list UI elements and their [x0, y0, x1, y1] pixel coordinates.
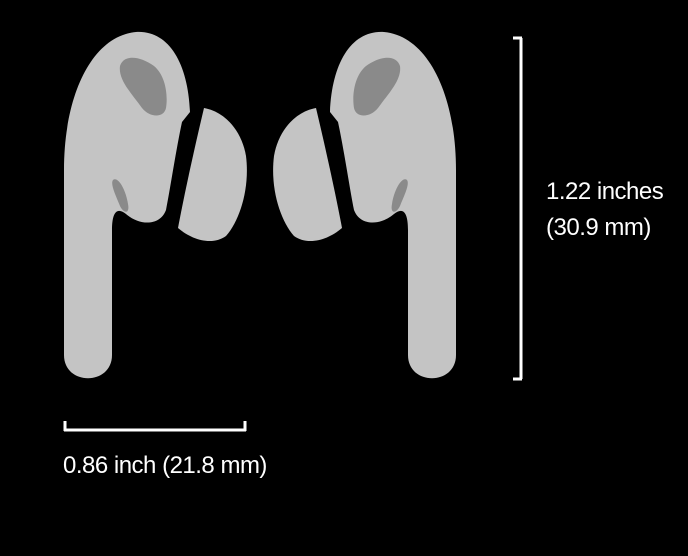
- left-earbud-sensor: [112, 179, 129, 212]
- left-earbud: [64, 31, 247, 379]
- height-dimension-label: 1.22 inches (30.9 mm): [546, 174, 664, 246]
- height-dimension-metric: (30.9 mm): [546, 214, 651, 241]
- width-dimension-bracket: [63, 421, 247, 432]
- right-earbud-vent: [353, 57, 401, 116]
- height-dimension-imperial: 1.22 inches: [546, 178, 664, 205]
- right-earbud-sensor: [391, 179, 408, 212]
- width-dimension-label: 0.86 inch (21.8 mm): [63, 452, 267, 479]
- right-earbud: [273, 31, 456, 379]
- right-ear-tip: [273, 108, 342, 242]
- height-dimension-bracket: [513, 36, 523, 381]
- left-earbud-vent: [119, 57, 167, 116]
- left-ear-tip: [178, 108, 247, 242]
